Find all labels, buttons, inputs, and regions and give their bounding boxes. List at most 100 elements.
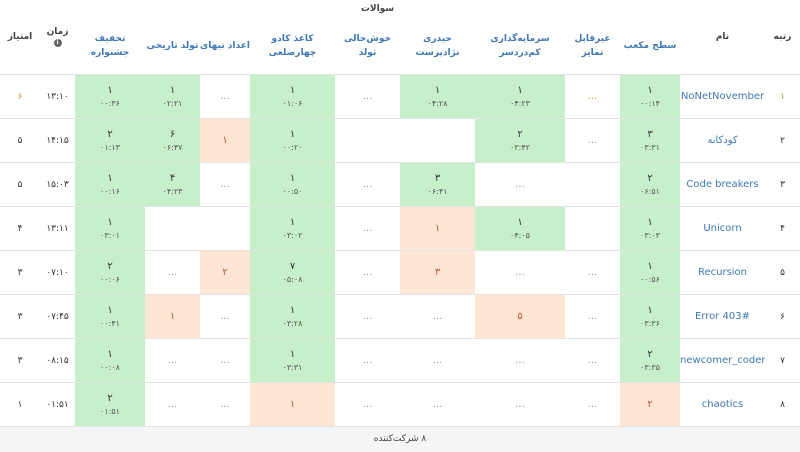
solve-time: ۰۱:۵۱ [100,406,120,416]
attempts: ۱ [107,84,113,96]
problem-header[interactable]: غیرقابل تمایز [565,18,620,75]
problem-cell: ۱ ۰۳:۳۶ [620,294,680,339]
problem-cell: ۱ [400,206,475,251]
problem-header[interactable]: سرمایه‌گذاری کم‌دردسر [475,18,565,75]
penalty-time: ۱۵:۰۳ [40,162,75,207]
attempts: ... [432,398,443,410]
problem-cell: ۳ ۰۳:۳۱ [620,118,680,163]
team-name[interactable]: Recursion [680,250,765,295]
scoreboard-table: رتبه نام سوالات زمان i امتیاز سطح مکعب غیر… [0,0,800,427]
score: ۳ [0,338,40,383]
solve-time: ۰۳:۴۲ [510,142,530,152]
attempts: ۷ [289,260,296,272]
solve-time: ۰۳:۳۶ [640,318,660,328]
problem-cell: ۲ [620,382,680,427]
score-header: امتیاز [0,0,40,75]
penalty-time: ۰۷:۱۰ [40,250,75,295]
problem-cell: ۱ ۰۳:۳۱ [250,338,335,383]
problem-cell: ... [565,250,620,295]
attempts: ۴ [169,172,176,184]
team-name[interactable]: chaotics [680,382,765,427]
penalty-time: ۰۷:۴۵ [40,294,75,339]
problem-cell [565,206,620,251]
attempts: ۱ [289,84,296,96]
problem-cell: ۱ ۰۲:۲۱ [145,74,200,119]
problem-header[interactable]: خوش‌حالی تولد [335,18,400,75]
solve-time: ۰۳:۳۵ [640,362,660,372]
problem-cell: ۱ [250,382,335,427]
attempts: ۱ [434,84,441,96]
problem-cell: ۲ ۰۱:۱۳ [75,118,145,163]
attempts: ۱ [647,84,653,96]
problem-cell: ۲ ۰۳:۳۵ [620,338,680,383]
attempts: ۱ [647,216,653,228]
attempts: ۲ [107,260,113,272]
team-name[interactable]: Unicorn [680,206,765,251]
attempts: ۱ [647,304,653,316]
problem-cell: ... [335,250,400,295]
attempts: ۲ [517,128,523,140]
attempts: ۱ [289,304,296,316]
team-name[interactable]: NoNetNovember [680,74,765,119]
info-icon[interactable]: i [53,39,62,47]
attempts: ۱ [289,128,296,140]
attempts: ... [362,266,373,278]
problem-cell: ۱ [145,294,200,339]
time-label: زمان [46,27,69,37]
problem-header[interactable]: تخفیف جشنواره [75,18,145,75]
problem-header[interactable]: کاغذ کادو چهارضلعی [250,18,335,75]
problem-header[interactable]: اعداد تیهای [200,18,250,75]
score: ۱ [0,382,40,427]
attempts: ۱ [647,260,653,272]
problem-header[interactable]: حیدری نژادپرست [400,18,475,75]
attempts: ۱ [169,310,176,322]
solve-time: ۰۴:۲۸ [427,98,448,108]
solve-time: ۰۰:۴۱ [100,318,120,328]
problem-cell: ۱ ۰۴:۰۵ [475,206,565,251]
problem-header[interactable]: سطح مکعب [620,18,680,75]
attempts: ... [587,266,598,278]
attempts: ... [587,310,598,322]
team-row: ۲ کودکانه ۳ ۰۳:۳۱... ۲ ۰۳:۴۲ ۱ ۰۰:۲۰ ۱ ۶ ۰۶:۴۷ ۲ ۰۱:… [0,118,800,163]
attempts: ... [362,222,373,234]
problem-cell: ۲ ۰۰:۰۶ [75,250,145,295]
problem-cell: ... [400,338,475,383]
problem-cell: ۱ ۰۰:۴۱ [75,294,145,339]
solve-time: ۰۳:۰۲ [282,230,303,240]
attempts: ... [167,354,178,366]
team-name[interactable]: کودکانه [680,118,765,163]
attempts: ۱ [107,348,113,360]
problem-cell: ۵ [475,294,565,339]
attempts: ... [220,310,230,322]
score: ۵ [0,162,40,207]
score: ۵ [0,118,40,163]
rank: ۵ [765,250,800,295]
solve-time: ۰۴:۲۳ [162,186,183,196]
team-row: ۴ Unicorn ۱ ۰۳:۰۳ ۱ ۰۴:۰۵ ۱... ۱ ۰۳:۰۲ ۱ ۰۳:۰۱ ۱۳:۱… [0,206,800,251]
problem-cell: ... [565,118,620,163]
problem-cell: ۱ ۰۰:۲۰ [250,118,335,163]
problem-cell [400,118,475,163]
problem-cell: ... [400,382,475,427]
problem-header[interactable]: تولد تاریخی [145,18,200,75]
attempts: ... [220,354,230,366]
problem-cell: ... [565,294,620,339]
problem-cell: ۱ ۰۴:۲۸ [400,74,475,119]
rank: ۴ [765,206,800,251]
rank: ۸ [765,382,800,427]
solve-time: ۰۱:۰۶ [282,98,303,108]
problem-cell: ۶ ۰۶:۴۷ [145,118,200,163]
problem-cell: ... [145,382,200,427]
team-name[interactable]: Error 403# [680,294,765,339]
problem-cell: ۲ ۰۶:۵۱ [620,162,680,207]
solve-time: ۰۳:۳۱ [640,142,660,152]
problem-cell: ۱ [200,118,250,163]
team-name[interactable]: Code breakers [680,162,765,207]
attempts: ۲ [647,398,653,410]
problem-cell: ۱ ۰۳:۰۳ [620,206,680,251]
attempts: ... [362,310,373,322]
solve-time: ۰۳:۰۱ [100,230,120,240]
problem-cell: ... [475,382,565,427]
team-name[interactable]: newcomer_coders [680,338,765,383]
attempts: ۱ [434,222,441,234]
